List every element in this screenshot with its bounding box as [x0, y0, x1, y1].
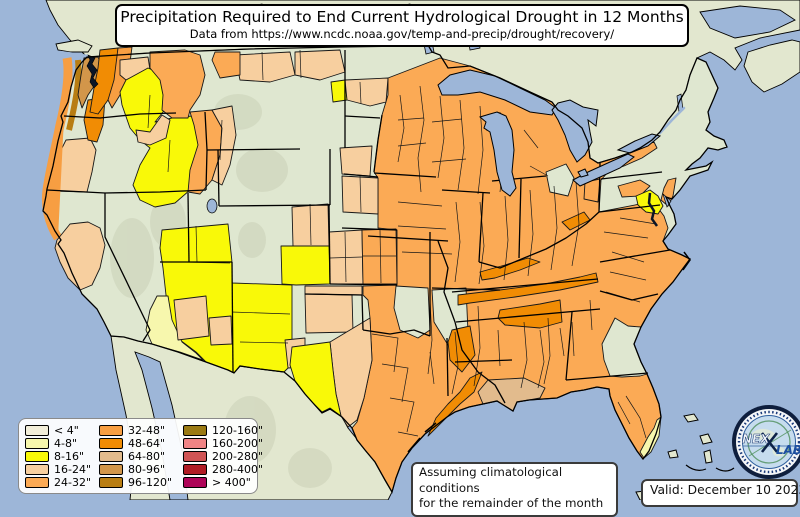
legend-label: 120-160": [212, 423, 264, 437]
legend-item: 160-200": [183, 436, 264, 450]
legend: < 4" 4-8" 8-16" 16-24" 24-32" 32-48" 48-64" 64…: [18, 418, 263, 494]
legend-label: 24-32": [54, 475, 92, 489]
logo-text-lab: LAB: [776, 443, 800, 457]
legend-label: 200-280": [212, 449, 264, 463]
legend-swatch: [183, 437, 207, 449]
legend-swatch: [183, 450, 207, 462]
legend-item: 80-96": [99, 462, 181, 476]
logo-x-glyph: [760, 432, 779, 453]
assumption-line-1: Assuming climatological conditions: [419, 465, 563, 495]
legend-swatch: [183, 463, 207, 475]
legend-swatch: [25, 450, 49, 462]
legend-item: < 4": [25, 423, 97, 437]
title-box: Precipitation Required to End Current Hy…: [115, 4, 689, 47]
legend-label: < 4": [54, 423, 79, 437]
division-borders-texture: [147, 49, 657, 439]
legend-item: 4-8": [25, 436, 97, 450]
legend-col-1: < 4" 4-8" 8-16" 16-24" 24-32": [25, 423, 97, 489]
legend-swatch: [25, 463, 49, 475]
assumption-note: Assuming climatological conditions for t…: [411, 462, 618, 517]
legend-label: 96-120": [128, 475, 173, 489]
legend-item: 280-400": [183, 462, 264, 476]
us-coast-outline: [42, 44, 728, 494]
valid-date-text: Valid: December 10 2023: [650, 483, 800, 497]
barrier-islands: [407, 251, 691, 453]
drought-recovery-map-screenshot: { "title": { "heading": "Precipitation R…: [18, 0, 800, 517]
region-west-texas-yellow: [289, 341, 342, 417]
legend-label: 48-64": [128, 436, 166, 450]
legend-label: 8-16": [54, 449, 85, 463]
legend-swatch: [99, 476, 123, 488]
legend-swatch: [25, 437, 49, 449]
legend-item: 32-48": [99, 423, 181, 437]
legend-label: 4-8": [54, 436, 78, 450]
state-borders: [46, 50, 671, 404]
legend-item: 200-280": [183, 449, 264, 463]
assumption-line-2: for the remainder of the month: [419, 496, 604, 511]
logo-ring-text: [737, 410, 800, 474]
nexlab-logo: NEX LAB: [732, 405, 800, 479]
legend-item: 24-32": [25, 475, 97, 489]
legend-label: 280-400": [212, 462, 264, 476]
legend-label: 160-200": [212, 436, 264, 450]
legend-label: 64-80": [128, 449, 166, 463]
legend-swatch: [183, 476, 207, 488]
climate-divisions: [41, 46, 691, 493]
valid-date-badge: Valid: December 10 2023: [641, 479, 800, 507]
legend-item: 8-16": [25, 449, 97, 463]
legend-swatch: [99, 450, 123, 462]
legend-label: 32-48": [128, 423, 166, 437]
legend-item: 64-80": [99, 449, 181, 463]
legend-label: 80-96": [128, 462, 166, 476]
legend-col-2: 32-48" 48-64" 64-80" 80-96" 96-120": [99, 423, 181, 489]
legend-item: 120-160": [183, 423, 264, 437]
map-subtitle: Data from https://www.ncdc.noaa.gov/temp…: [189, 27, 615, 41]
legend-swatch: [99, 424, 123, 436]
legend-swatch: [99, 463, 123, 475]
map-title: Precipitation Required to End Current Hy…: [120, 8, 684, 26]
legend-swatch: [25, 424, 49, 436]
legend-item: 96-120": [99, 475, 181, 489]
legend-swatch: [99, 437, 123, 449]
logo-text-nex: NEX: [742, 432, 770, 446]
legend-label: > 400": [212, 475, 251, 489]
legend-item: > 400": [183, 475, 263, 489]
legend-swatch: [183, 424, 207, 436]
legend-item: 48-64": [99, 436, 181, 450]
legend-label: 16-24": [54, 462, 92, 476]
legend-swatch: [25, 476, 49, 488]
legend-col-3: 120-160" 160-200" 200-280" 280-400" > 400": [183, 423, 264, 489]
legend-item: 16-24": [25, 462, 97, 476]
